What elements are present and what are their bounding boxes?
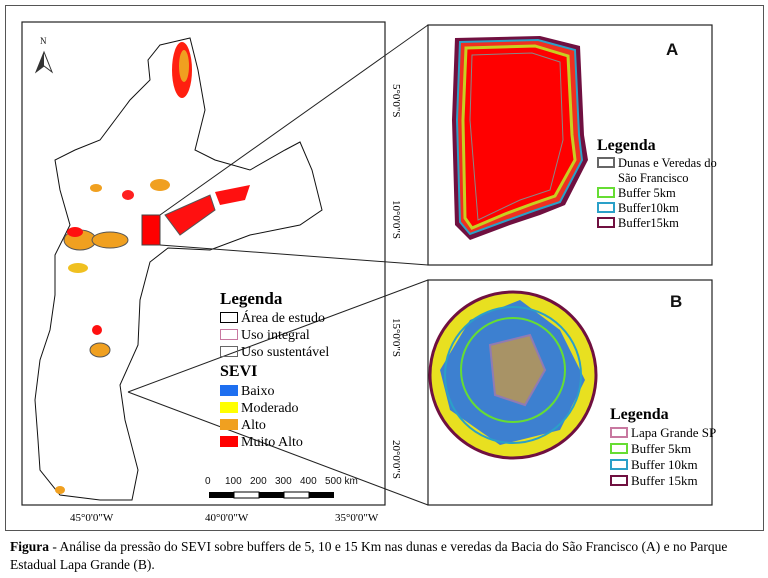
legend-label: Lapa Grande SP <box>631 425 717 440</box>
legend-item-lapa: Lapa Grande SP <box>610 425 716 441</box>
panel-a-legend-title: Legenda <box>597 137 656 154</box>
legend-item-integral: Uso integral <box>220 327 329 344</box>
legend-item-baixo: Baixo <box>220 383 329 400</box>
swatch <box>597 202 615 213</box>
swatch <box>220 436 238 447</box>
swatch <box>220 402 238 413</box>
caption-prefix: Figura <box>10 539 49 554</box>
legend-item-sustentavel: Uso sustentável <box>220 344 329 361</box>
lat-label: 15°0'0"S <box>390 318 402 357</box>
swatch <box>220 312 238 323</box>
legend-item-buffer5: Buffer 5km <box>610 441 716 457</box>
legend-item-buffer15: Buffer15km <box>597 216 717 231</box>
legend-item-muito-alto: Muito Alto <box>220 434 329 451</box>
panel-b-label: B <box>670 292 683 311</box>
legend-item-buffer10: Buffer10km <box>597 201 717 216</box>
panel-a-label: A <box>666 40 679 59</box>
lat-label: 20°0'0"S <box>390 440 402 479</box>
panel-b-legend-title: Legenda <box>610 406 669 423</box>
swatch <box>610 427 628 438</box>
swatch <box>597 217 615 228</box>
swatch <box>597 157 615 168</box>
scale-bar <box>209 491 334 499</box>
sevi-patches <box>55 42 250 494</box>
swatch <box>220 385 238 396</box>
swatch <box>610 443 628 454</box>
scale-label: 0 <box>205 476 211 487</box>
legend-label: Uso sustentável <box>241 345 330 360</box>
main-legend-title: Legenda <box>220 289 283 308</box>
legend-label: Muito Alto <box>241 435 303 450</box>
legend-item-buffer10: Buffer 10km <box>610 457 716 473</box>
lon-label: 35°0'0"W <box>335 512 379 524</box>
swatch <box>610 475 628 486</box>
legend-label: Buffer15km <box>618 216 679 230</box>
main-legend: Legenda Área de estudo Uso integral Uso … <box>220 288 329 451</box>
swatch <box>220 346 238 357</box>
legend-label: Buffer 5km <box>631 441 692 456</box>
legend-item-alto: Alto <box>220 417 329 434</box>
legend-label: Moderado <box>241 401 299 416</box>
legend-item-dunas: Dunas e Veredas do <box>597 156 717 171</box>
scale-label: 400 <box>300 476 317 487</box>
north-arrow-label: N <box>40 36 47 46</box>
lat-label: 10°0'0"S <box>390 200 402 239</box>
figure-caption: Figura - Análise da pressão do SEVI sobr… <box>10 538 760 574</box>
panel-a-legend: Legenda Dunas e Veredas do São Francisco… <box>597 136 717 231</box>
legend-item-buffer15: Buffer 15km <box>610 473 716 489</box>
legend-label: Buffer 10km <box>631 457 698 472</box>
legend-label: Área de estudo <box>241 311 325 326</box>
main-map-frame <box>21 21 386 506</box>
scale-label: 500 km <box>325 476 358 487</box>
lat-label: 5°0'0"S <box>390 84 402 118</box>
sevi-title: SEVI <box>220 363 258 380</box>
swatch <box>220 419 238 430</box>
legend-item-moderado: Moderado <box>220 400 329 417</box>
caption-text: - Análise da pressão do SEVI sobre buffe… <box>10 539 728 572</box>
study-area-outline <box>34 37 323 501</box>
swatch <box>610 459 628 470</box>
panel-b-legend: Legenda Lapa Grande SP Buffer 5km Buffer… <box>610 404 716 489</box>
scale-label: 200 <box>250 476 267 487</box>
legend-label: Uso integral <box>241 328 310 343</box>
lon-label: 40°0'0"W <box>205 512 249 524</box>
legend-item-buffer5: Buffer 5km <box>597 186 717 201</box>
legend-label: Buffer10km <box>618 201 679 215</box>
legend-label: Buffer 5km <box>618 186 676 200</box>
lon-label: 45°0'0"W <box>70 512 114 524</box>
scale-label: 300 <box>275 476 292 487</box>
swatch <box>597 187 615 198</box>
legend-label: Baixo <box>241 384 275 399</box>
swatch <box>220 329 238 340</box>
figure-frame <box>5 5 764 531</box>
legend-item-area: Área de estudo <box>220 310 329 327</box>
legend-label: São Francisco <box>618 171 689 185</box>
legend-label: Dunas e Veredas do <box>618 156 717 170</box>
legend-label: Buffer 15km <box>631 473 698 488</box>
scale-label: 100 <box>225 476 242 487</box>
legend-label: Alto <box>241 418 266 433</box>
